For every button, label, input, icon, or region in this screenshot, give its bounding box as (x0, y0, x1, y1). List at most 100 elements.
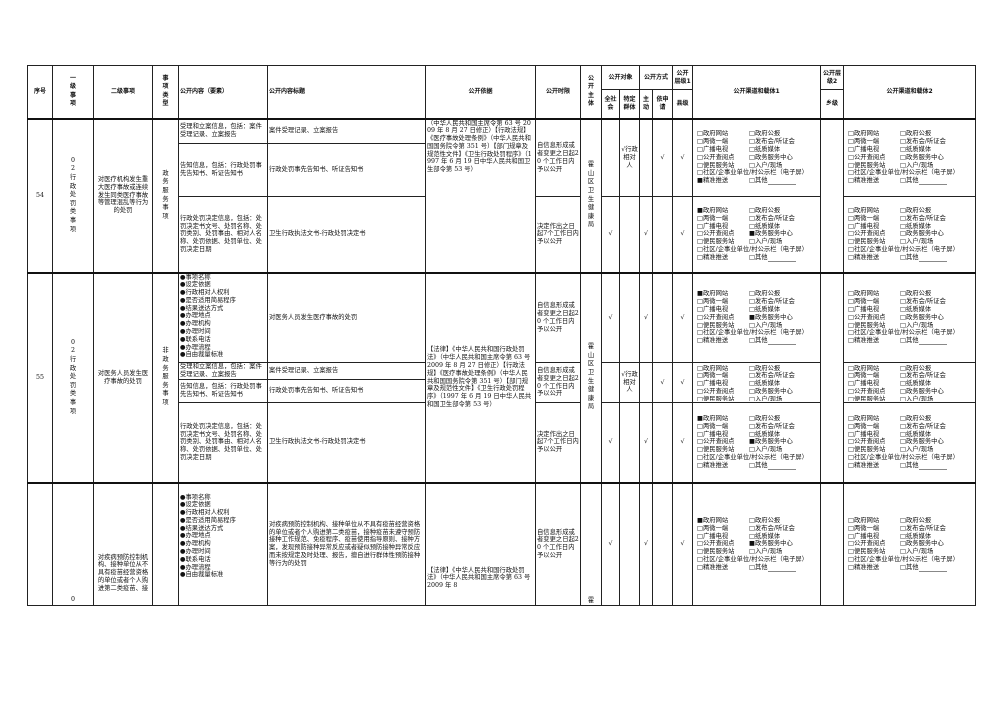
checkbox-empty-icon[interactable]: □ (900, 214, 906, 222)
channel-option[interactable]: □便民服务站 (697, 396, 749, 401)
checkbox-empty-icon[interactable]: □ (900, 430, 906, 438)
checkbox-empty-icon[interactable]: □ (848, 298, 854, 306)
channel-option[interactable]: □其他 (900, 254, 970, 262)
channel-option[interactable]: □精准推送 (697, 564, 749, 572)
checkbox-empty-icon[interactable]: □ (749, 372, 755, 380)
channel-option[interactable]: ■精准推送 (697, 177, 749, 185)
checkbox-empty-icon[interactable]: □ (848, 138, 854, 146)
checkbox-checked-icon[interactable]: ■ (697, 206, 703, 214)
checkbox-empty-icon[interactable]: □ (749, 387, 755, 395)
checkbox-empty-icon[interactable]: □ (900, 446, 906, 454)
channel-option[interactable]: □政府网站 (848, 517, 900, 525)
checkbox-empty-icon[interactable]: □ (697, 548, 703, 556)
checkbox-empty-icon[interactable]: □ (697, 138, 703, 146)
channel-option[interactable]: □入户/现场 (900, 238, 970, 246)
channel-option[interactable]: □入户/现场 (749, 548, 819, 556)
checkbox-empty-icon[interactable]: □ (900, 321, 906, 329)
channel-option[interactable]: □便民服务站 (848, 238, 900, 246)
channel-option[interactable]: □发布会/听证会 (900, 525, 970, 533)
channel-option[interactable]: □政府网站 (848, 130, 900, 138)
channel-option[interactable]: ■政府网站 (697, 290, 749, 298)
channel-option[interactable]: □广播电视 (697, 431, 749, 439)
checkbox-empty-icon[interactable]: □ (900, 313, 906, 321)
channel-option[interactable]: □社区/企事业单位/村公示栏（电子屏） (697, 329, 819, 337)
checkbox-empty-icon[interactable]: □ (697, 329, 703, 337)
checkbox-empty-icon[interactable]: □ (848, 461, 854, 469)
channel-option[interactable]: □精准推送 (848, 254, 900, 262)
channel-option[interactable]: □社区/企事业单位/村公示栏（电子屏） (697, 169, 819, 177)
channel-option[interactable]: □政府网站 (848, 365, 900, 373)
channel-option[interactable]: □公开查阅点 (697, 154, 749, 162)
checkbox-empty-icon[interactable]: □ (697, 298, 703, 306)
channel-option[interactable]: □发布会/听证会 (749, 423, 819, 431)
channel-option[interactable]: □两微一端 (697, 215, 749, 223)
checkbox-empty-icon[interactable]: □ (900, 161, 906, 169)
channel-option[interactable]: □广播电视 (697, 146, 749, 154)
checkbox-empty-icon[interactable]: □ (697, 337, 703, 345)
channel-option[interactable]: □其他 (749, 177, 819, 186)
checkbox-empty-icon[interactable]: □ (848, 516, 854, 524)
checkbox-empty-icon[interactable]: □ (900, 387, 906, 395)
checkbox-empty-icon[interactable]: □ (749, 395, 755, 401)
channel-option[interactable]: □政府公报 (749, 290, 819, 298)
channel-option[interactable]: □政府公报 (900, 207, 970, 215)
channel-option[interactable]: □两微一端 (697, 525, 749, 533)
channel-option[interactable]: □纸质媒体 (749, 223, 819, 231)
channel-option[interactable]: ■政务服务中心 (749, 540, 819, 548)
checkbox-checked-icon[interactable]: ■ (697, 414, 703, 422)
checkbox-empty-icon[interactable]: □ (697, 222, 703, 230)
checkbox-empty-icon[interactable]: □ (697, 230, 703, 238)
checkbox-empty-icon[interactable]: □ (848, 430, 854, 438)
checkbox-empty-icon[interactable]: □ (749, 206, 755, 214)
checkbox-empty-icon[interactable]: □ (848, 321, 854, 329)
checkbox-empty-icon[interactable]: □ (749, 548, 755, 556)
channel-option[interactable]: □入户/现场 (900, 396, 970, 401)
channel-option[interactable]: □社区/企事业单位/村公示栏（电子屏） (697, 556, 819, 564)
checkbox-empty-icon[interactable]: □ (848, 524, 854, 532)
channel-option[interactable]: □发布会/听证会 (749, 298, 819, 306)
channel-option[interactable]: □公开查阅点 (848, 388, 900, 396)
channel-option[interactable]: □入户/现场 (749, 322, 819, 330)
checkbox-empty-icon[interactable]: □ (749, 516, 755, 524)
channel-option[interactable]: □政府网站 (697, 365, 749, 373)
channel-option[interactable]: □其他 (900, 177, 970, 186)
checkbox-empty-icon[interactable]: □ (749, 321, 755, 329)
channel-option[interactable]: □便民服务站 (848, 548, 900, 556)
channel-option[interactable]: □发布会/听证会 (900, 423, 970, 431)
checkbox-empty-icon[interactable]: □ (697, 446, 703, 454)
channel-option[interactable]: □政府公报 (749, 207, 819, 215)
checkbox-empty-icon[interactable]: □ (749, 461, 755, 469)
checkbox-empty-icon[interactable]: □ (749, 138, 755, 146)
checkbox-empty-icon[interactable]: □ (848, 313, 854, 321)
channel-option[interactable]: □入户/现场 (900, 162, 970, 170)
channel-option[interactable]: □纸质媒体 (749, 533, 819, 541)
channel-option[interactable]: ■政府网站 (697, 207, 749, 215)
channel-option[interactable]: □两微一端 (848, 298, 900, 306)
checkbox-empty-icon[interactable]: □ (848, 414, 854, 422)
channel-option[interactable]: □发布会/听证会 (749, 138, 819, 146)
channel-option[interactable]: □广播电视 (848, 306, 900, 314)
channel-option[interactable]: □政府网站 (848, 207, 900, 215)
checkbox-empty-icon[interactable]: □ (749, 214, 755, 222)
channel-option[interactable]: □政务服务中心 (900, 230, 970, 238)
checkbox-empty-icon[interactable]: □ (749, 446, 755, 454)
checkbox-empty-icon[interactable]: □ (697, 153, 703, 161)
checkbox-empty-icon[interactable]: □ (900, 414, 906, 422)
channel-option[interactable]: □政务服务中心 (900, 154, 970, 162)
checkbox-empty-icon[interactable]: □ (697, 555, 703, 563)
channel-option[interactable]: □公开查阅点 (697, 540, 749, 548)
checkbox-empty-icon[interactable]: □ (749, 532, 755, 540)
channel-option[interactable]: ■政府网站 (697, 517, 749, 525)
checkbox-empty-icon[interactable]: □ (848, 222, 854, 230)
channel-option[interactable]: ■政务服务中心 (749, 230, 819, 238)
channel-option[interactable]: □政务服务中心 (749, 388, 819, 396)
checkbox-empty-icon[interactable]: □ (749, 414, 755, 422)
checkbox-empty-icon[interactable]: □ (900, 206, 906, 214)
channel-option[interactable]: □公开查阅点 (848, 230, 900, 238)
checkbox-empty-icon[interactable]: □ (848, 146, 854, 154)
checkbox-empty-icon[interactable]: □ (697, 524, 703, 532)
checkbox-empty-icon[interactable]: □ (848, 422, 854, 430)
checkbox-empty-icon[interactable]: □ (697, 364, 703, 372)
checkbox-empty-icon[interactable]: □ (848, 161, 854, 169)
channel-option[interactable]: □公开查阅点 (697, 314, 749, 322)
